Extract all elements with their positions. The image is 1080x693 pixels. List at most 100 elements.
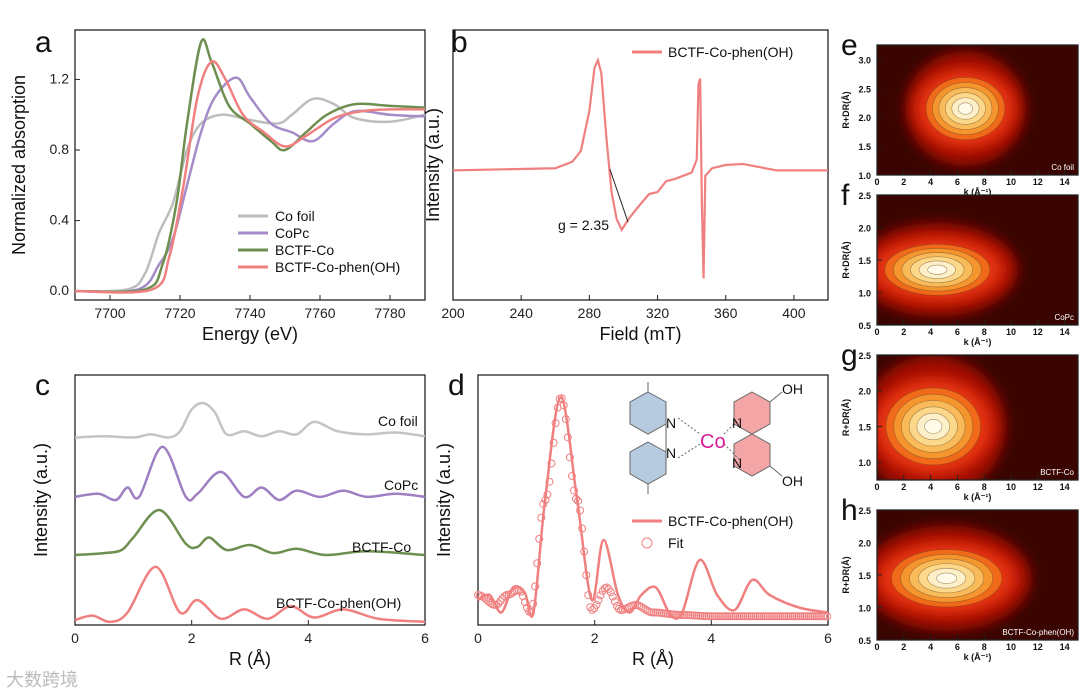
- fit-point: [576, 506, 585, 515]
- fit-point: [763, 612, 772, 621]
- fit-point: [784, 612, 793, 621]
- fit-point: [494, 599, 503, 608]
- x-tick-label: 7740: [234, 305, 265, 321]
- x-tick-label: 8: [982, 327, 987, 337]
- fit-point: [721, 612, 730, 621]
- x-tick-label: 10: [1006, 327, 1016, 337]
- x-axis-label: k (Å⁻¹): [964, 652, 992, 662]
- x-tick-label: 0: [874, 327, 879, 337]
- legend-label: BCTF-Co-phen(OH): [275, 259, 400, 275]
- y-tick-label: 0.0: [50, 282, 70, 298]
- y-axis-label: Normalized absorption: [9, 75, 29, 255]
- fit-point: [572, 494, 580, 503]
- y-axis-label: Intensity (a.u.): [434, 443, 454, 557]
- fit-point: [523, 603, 531, 612]
- x-tick-label: 12: [1033, 177, 1043, 187]
- fit-point: [739, 612, 748, 621]
- y-tick-label: 2.5: [858, 351, 871, 361]
- x-tick-label: 8: [982, 642, 987, 652]
- fit-point: [541, 495, 550, 504]
- fit-point: [731, 612, 740, 621]
- annotation-arrow: [609, 168, 629, 223]
- fit-point: [582, 571, 591, 580]
- panel-label: e: [841, 29, 858, 62]
- y-tick-label: 1.5: [858, 422, 871, 432]
- contour-level: [927, 264, 948, 275]
- fit-point: [484, 597, 493, 606]
- axes-frame: [477, 374, 829, 626]
- panel-label: f: [841, 179, 850, 212]
- series-line-co-foil: [74, 97, 426, 293]
- axes-frame: [452, 29, 829, 301]
- fit-point: [614, 604, 623, 613]
- x-tick-label: 0: [874, 482, 879, 492]
- y-axis-label: Intensity (a.u.): [31, 443, 51, 557]
- fit-point: [637, 602, 646, 611]
- y-tick-label: 0.4: [50, 212, 70, 228]
- contour-level: [936, 572, 958, 584]
- x-tick-label: 6: [955, 177, 960, 187]
- fit-point: [788, 612, 797, 621]
- x-tick-label: 10: [1006, 482, 1016, 492]
- curve-label: BCTF-Co: [352, 539, 411, 555]
- fit-point: [704, 612, 713, 621]
- fit-point: [676, 610, 685, 619]
- fit-point: [804, 612, 813, 621]
- panel-label: g: [841, 339, 858, 372]
- series-line-bctf-co: [74, 38, 426, 294]
- x-tick-label: 12: [1033, 482, 1043, 492]
- nitrogen-label: N: [666, 415, 676, 431]
- sample-label: BCTF-Co-phen(OH): [1002, 628, 1074, 637]
- fit-point: [606, 588, 615, 597]
- fit-point: [710, 612, 719, 621]
- fit-point: [819, 612, 828, 621]
- x-tick-label: 6: [955, 482, 960, 492]
- hydroxyl-label: OH: [782, 473, 803, 489]
- panel-label: b: [451, 26, 468, 59]
- x-tick-label: 8: [982, 177, 987, 187]
- fit-point: [770, 612, 779, 621]
- fit-point: [714, 612, 723, 621]
- fit-point: [565, 453, 574, 462]
- x-axis-label: k (Å⁻¹): [964, 187, 992, 197]
- fit-point: [751, 612, 760, 621]
- fit-point: [776, 612, 785, 621]
- fit-point: [545, 477, 554, 486]
- x-axis-label: R (Å): [632, 649, 674, 669]
- fit-point: [761, 612, 770, 621]
- curve-label: Co foil: [378, 413, 418, 429]
- axes-frame: [876, 44, 1079, 176]
- fit-point: [706, 612, 715, 621]
- fit-point: [535, 534, 544, 543]
- fit-point: [723, 612, 732, 621]
- fit-point: [514, 586, 523, 594]
- nitrogen-label: N: [732, 455, 742, 471]
- y-axis-label: R+DR(Å): [841, 399, 851, 436]
- legend-label: Co foil: [275, 208, 315, 224]
- x-tick-label: 7720: [164, 305, 195, 321]
- coordination-bond: [677, 443, 701, 459]
- fit-point: [537, 513, 546, 522]
- contour-level: [957, 102, 973, 115]
- fit-point: [702, 612, 711, 621]
- x-axis-label: k (Å⁻¹): [964, 492, 992, 502]
- fit-point: [496, 597, 505, 606]
- x-tick-label: 6: [955, 642, 960, 652]
- wavelet-heatmap-g: BCTF-Co: [877, 355, 1078, 480]
- fit-point: [506, 589, 515, 598]
- fit-point: [608, 592, 617, 601]
- x-tick-label: 2: [901, 177, 906, 187]
- x-tick-label: 4: [928, 642, 933, 652]
- ft-curve: [74, 565, 426, 624]
- axes-frame: [876, 354, 1079, 481]
- fit-point: [551, 419, 560, 428]
- x-tick-label: 280: [578, 305, 602, 321]
- contour-level: [924, 419, 943, 434]
- x-axis-label: Energy (eV): [202, 324, 298, 344]
- axes-frame: [74, 374, 426, 626]
- fit-point: [782, 612, 791, 621]
- fit-point: [588, 605, 597, 614]
- fit-point: [516, 587, 525, 596]
- nitrogen-label: N: [666, 445, 676, 461]
- x-tick-label: 10: [1006, 177, 1016, 187]
